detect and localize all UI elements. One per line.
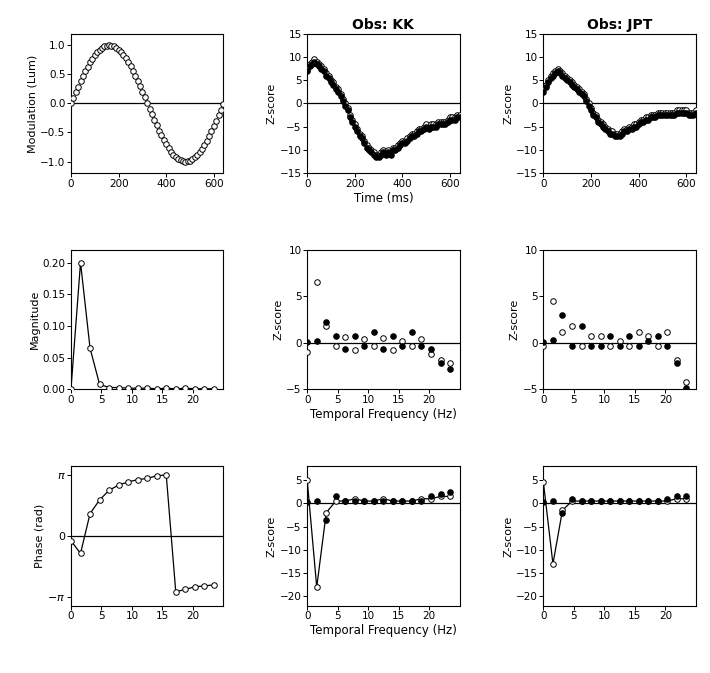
X-axis label: Temporal Frequency (Hz): Temporal Frequency (Hz) [310,624,457,637]
Title: Obs: JPT: Obs: JPT [587,18,652,32]
Y-axis label: Modulation (Lum): Modulation (Lum) [28,55,38,153]
Y-axis label: Z-score: Z-score [510,299,520,341]
X-axis label: Temporal Frequency (Hz): Temporal Frequency (Hz) [310,408,457,421]
Y-axis label: Magnitude: Magnitude [30,290,40,349]
X-axis label: Time (ms): Time (ms) [354,192,413,205]
Y-axis label: Z-score: Z-score [503,83,513,124]
Y-axis label: Phase (rad): Phase (rad) [35,504,45,568]
Y-axis label: Z-score: Z-score [273,299,283,341]
Y-axis label: Z-score: Z-score [267,83,277,124]
Y-axis label: Z-score: Z-score [503,516,513,557]
Title: Obs: KK: Obs: KK [352,18,415,32]
Y-axis label: Z-score: Z-score [267,516,277,557]
